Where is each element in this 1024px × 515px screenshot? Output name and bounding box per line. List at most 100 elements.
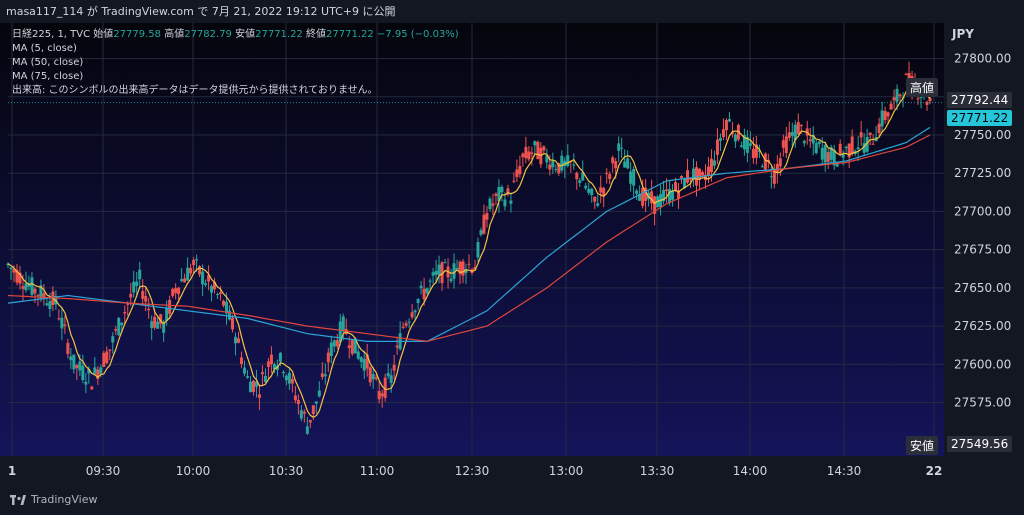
candle-body[interactable] (560, 155, 564, 171)
candle-body[interactable] (120, 322, 124, 326)
candle-body[interactable] (599, 187, 603, 193)
candle-body[interactable] (374, 377, 378, 379)
candle-body[interactable] (835, 162, 839, 167)
candle-body[interactable] (596, 203, 600, 206)
candle-body[interactable] (102, 352, 106, 367)
candle-body[interactable] (371, 374, 375, 380)
candle-body[interactable] (877, 123, 881, 133)
candle-body[interactable] (548, 164, 552, 170)
candle-body[interactable] (593, 196, 597, 202)
candle-body[interactable] (248, 381, 252, 393)
candle-body[interactable] (192, 259, 196, 266)
candle-body[interactable] (509, 200, 513, 204)
candle-body[interactable] (60, 317, 64, 329)
candle-body[interactable] (632, 169, 636, 186)
candle-body[interactable] (338, 321, 342, 343)
candle-body[interactable] (572, 164, 576, 166)
candle-body[interactable] (724, 120, 728, 131)
candle-body[interactable] (826, 152, 830, 162)
candle-body[interactable] (847, 143, 851, 158)
candle-body[interactable] (350, 339, 354, 354)
candle-body[interactable] (311, 405, 315, 414)
candle-body[interactable] (925, 101, 929, 105)
candle-body[interactable] (69, 356, 73, 361)
candle-body[interactable] (602, 188, 606, 196)
candle-body[interactable] (201, 271, 205, 285)
candle-body[interactable] (27, 283, 31, 287)
candle-body[interactable] (419, 285, 423, 289)
candle-body[interactable] (449, 278, 453, 282)
candle-body[interactable] (452, 263, 456, 279)
candle-body[interactable] (138, 269, 142, 280)
candle-body[interactable] (242, 367, 246, 374)
candle-body[interactable] (533, 141, 537, 146)
candle-body[interactable] (617, 143, 621, 151)
candle-body[interactable] (269, 354, 273, 365)
candle-body[interactable] (308, 419, 312, 423)
candle-body[interactable] (410, 312, 414, 318)
candle-body[interactable] (96, 369, 100, 379)
candle-body[interactable] (733, 134, 737, 142)
candle-body[interactable] (488, 198, 492, 210)
candle-body[interactable] (829, 147, 833, 160)
candle-body[interactable] (257, 394, 261, 398)
candle-body[interactable] (210, 286, 214, 293)
candle-body[interactable] (790, 132, 794, 136)
candle-body[interactable] (12, 268, 16, 273)
candle-body[interactable] (150, 321, 154, 329)
candle-body[interactable] (706, 166, 710, 176)
candle-body[interactable] (186, 267, 190, 281)
candle-body[interactable] (820, 147, 824, 160)
candle-body[interactable] (177, 287, 181, 295)
candle-body[interactable] (290, 378, 294, 384)
candle-body[interactable] (287, 372, 291, 384)
ma75-line[interactable] (7, 134, 931, 343)
candle-body[interactable] (93, 367, 97, 374)
candle-body[interactable] (21, 286, 25, 289)
candle-body[interactable] (440, 262, 444, 284)
candle-body[interactable] (566, 155, 570, 167)
candle-body[interactable] (323, 374, 327, 377)
candle-body[interactable] (919, 97, 923, 99)
candle-body[interactable] (644, 187, 648, 201)
candle-body[interactable] (718, 138, 722, 141)
candle-body[interactable] (787, 132, 791, 138)
candle-body[interactable] (320, 373, 324, 378)
candle-body[interactable] (473, 267, 477, 270)
candle-body[interactable] (9, 267, 13, 270)
candle-body[interactable] (793, 124, 797, 141)
candle-body[interactable] (458, 261, 462, 275)
ma5-line[interactable] (7, 87, 931, 419)
candle-body[interactable] (482, 214, 486, 234)
candle-body[interactable] (698, 168, 701, 180)
candle-body[interactable] (524, 146, 528, 159)
candle-body[interactable] (476, 242, 480, 258)
candle-body[interactable] (383, 377, 387, 398)
candle-body[interactable] (329, 342, 333, 357)
candle-body[interactable] (898, 94, 902, 97)
candle-body[interactable] (521, 153, 525, 158)
candle-body[interactable] (263, 375, 267, 383)
candle-body[interactable] (916, 98, 920, 100)
candle-body[interactable] (545, 155, 549, 163)
candle-body[interactable] (530, 152, 534, 155)
candle-body[interactable] (844, 146, 848, 149)
candle-body[interactable] (772, 169, 776, 184)
candle-body[interactable] (332, 340, 336, 347)
candle-body[interactable] (45, 303, 49, 306)
candle-body[interactable] (168, 299, 172, 314)
candle-body[interactable] (392, 364, 396, 371)
candle-body[interactable] (739, 145, 743, 147)
candle-body[interactable] (781, 140, 785, 148)
candle-body[interactable] (401, 326, 405, 328)
candle-body[interactable] (557, 163, 561, 174)
candle-body[interactable] (108, 349, 112, 351)
candle-body[interactable] (353, 338, 357, 354)
candle-body[interactable] (668, 189, 672, 203)
candle-body[interactable] (81, 365, 85, 380)
candle-body[interactable] (608, 174, 612, 179)
candle-body[interactable] (317, 390, 321, 397)
candle-body[interactable] (904, 73, 908, 75)
candle-body[interactable] (314, 401, 318, 404)
candle-body[interactable] (72, 354, 76, 370)
